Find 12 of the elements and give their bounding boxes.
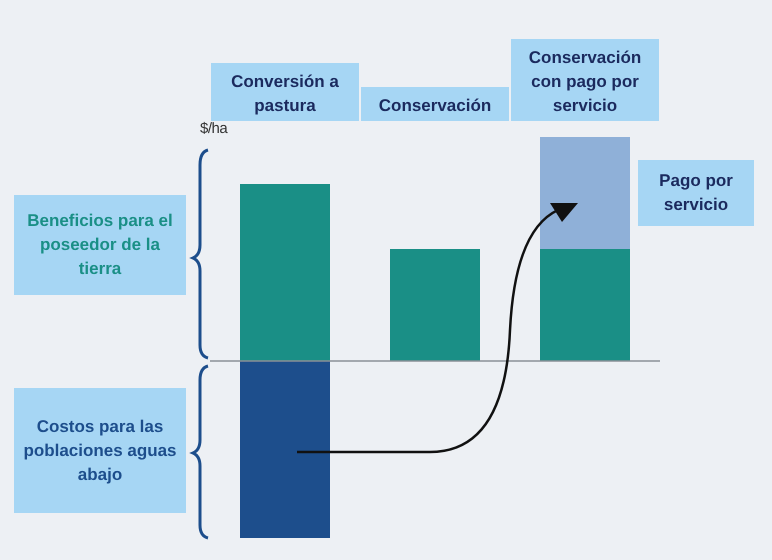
- x-tick-label: Conversión a pastura: [231, 72, 340, 115]
- bar: [390, 249, 480, 362]
- series-label: Pago por servicio: [658, 170, 734, 216]
- bar: [240, 184, 330, 362]
- bar: [240, 361, 330, 538]
- bar: [540, 249, 630, 362]
- x-tick-label: Conservación: [378, 96, 492, 115]
- text: Beneficios para el poseedor de la tierra: [26, 210, 174, 280]
- y-axis-title: $/ha: [200, 120, 228, 137]
- text: Costos para las poblaciones aguas abajo: [22, 416, 178, 486]
- bar: [540, 137, 630, 250]
- x-tick-label: Conservación con pago por servicio: [528, 48, 642, 115]
